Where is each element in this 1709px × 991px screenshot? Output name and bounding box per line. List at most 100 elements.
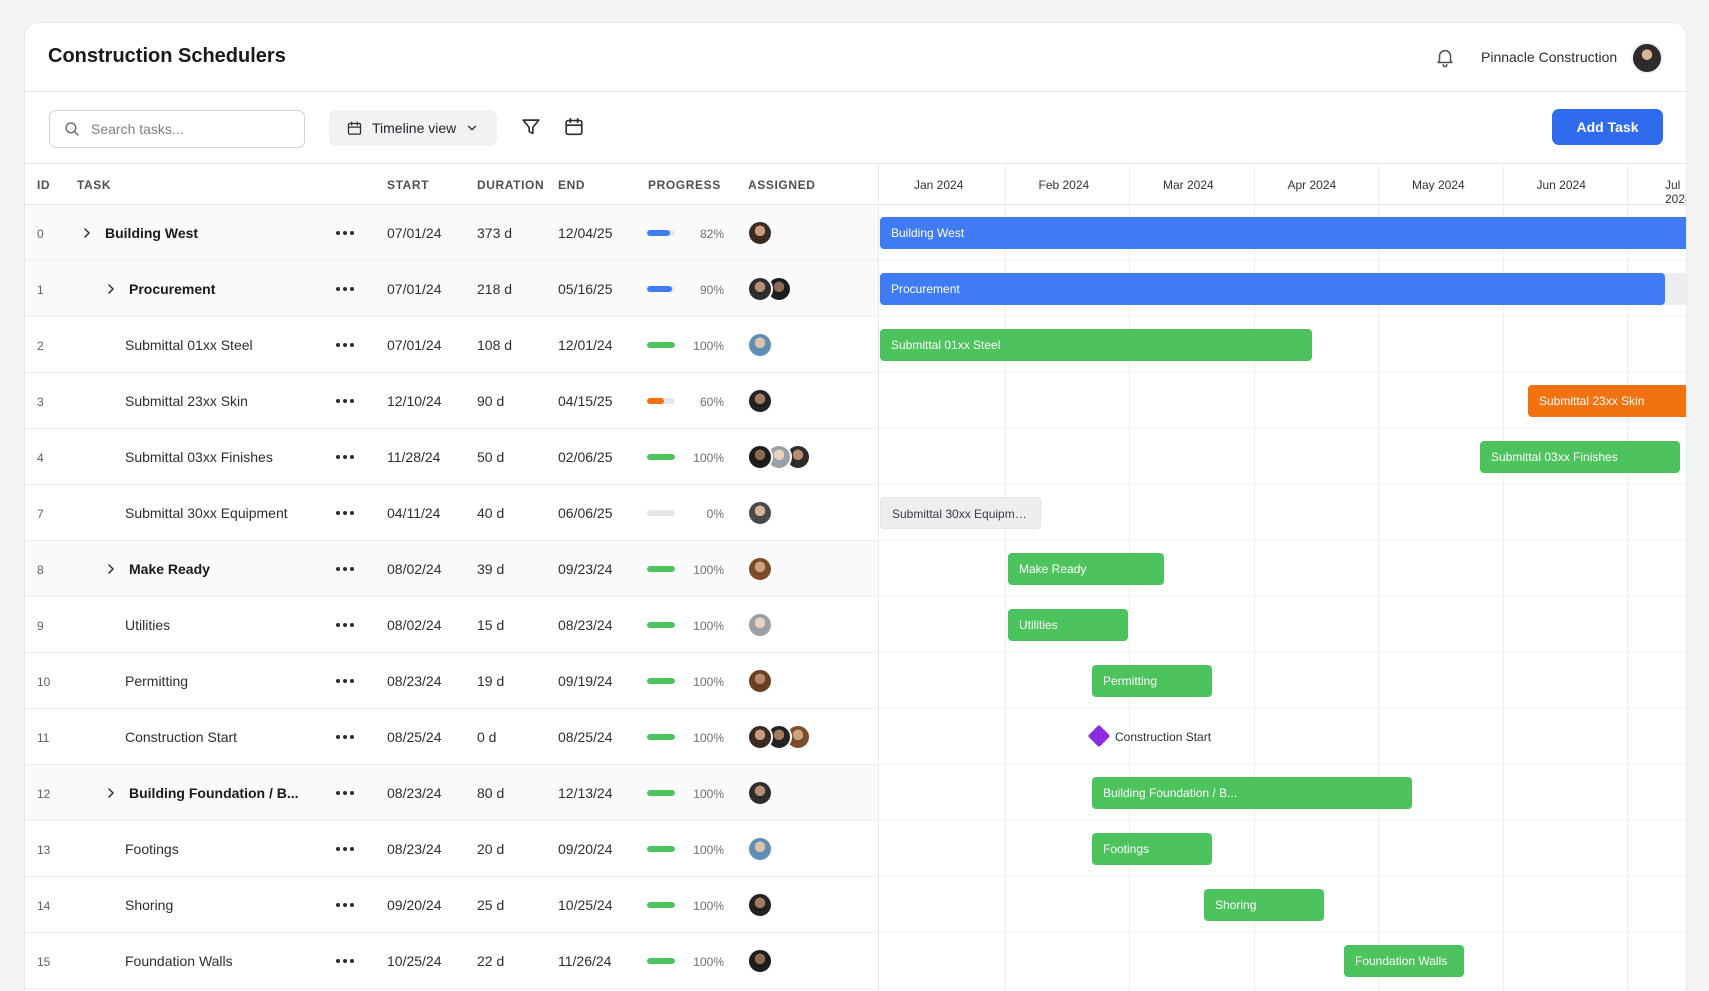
- table-row[interactable]: 9 Utilities 08/02/24 15 d 08/23/24 100%: [25, 597, 878, 653]
- avatar[interactable]: [747, 444, 773, 470]
- gantt-bar[interactable]: Make Ready: [1008, 553, 1164, 585]
- avatar[interactable]: [747, 948, 773, 974]
- table-row[interactable]: 11 Construction Start 08/25/24 0 d 08/25/24 1…: [25, 709, 878, 765]
- gantt-bar[interactable]: Permitting: [1092, 665, 1212, 697]
- table-row[interactable]: 13 Footings 08/23/24 20 d 09/20/24 100%: [25, 821, 878, 877]
- table-row[interactable]: 15 Foundation Walls 10/25/24 22 d 11/26/24 10…: [25, 933, 878, 989]
- company-name[interactable]: Pinnacle Construction: [1481, 49, 1618, 65]
- task-name[interactable]: Shoring: [125, 897, 174, 913]
- timeline-row: Submittal 23xx Skin: [880, 373, 1686, 429]
- task-name[interactable]: Construction Start: [125, 729, 238, 745]
- chevron-right-icon[interactable]: [105, 563, 117, 575]
- col-end[interactable]: END: [558, 178, 586, 192]
- table-row[interactable]: 7 Submittal 30xx Equipment 04/11/24 40 d 06/…: [25, 485, 878, 541]
- more-options-icon[interactable]: [335, 562, 355, 576]
- row-id: 2: [37, 339, 44, 353]
- task-name[interactable]: Procurement: [129, 281, 216, 297]
- more-options-icon[interactable]: [335, 338, 355, 352]
- more-options-icon[interactable]: [335, 730, 355, 744]
- more-options-icon[interactable]: [335, 394, 355, 408]
- month-gridline: [1378, 165, 1379, 991]
- avatar[interactable]: [747, 556, 773, 582]
- more-options-icon[interactable]: [335, 506, 355, 520]
- task-name[interactable]: Submittal 30xx Equipment: [125, 505, 288, 521]
- table-row[interactable]: 1 Procurement 07/01/24 218 d 05/16/25 90%: [25, 261, 878, 317]
- table-row[interactable]: 12 Building Foundation / B... 08/23/24 80 d…: [25, 765, 878, 821]
- chevron-right-icon[interactable]: [81, 227, 93, 239]
- milestone-diamond[interactable]: [1087, 724, 1111, 748]
- table-row[interactable]: 14 Shoring 09/20/24 25 d 10/25/24 100%: [25, 877, 878, 933]
- avatar[interactable]: [747, 332, 773, 358]
- table-row[interactable]: 4 Submittal 03xx Finishes 11/28/24 50 d 02/0…: [25, 429, 878, 485]
- gantt-bar[interactable]: Procurement: [880, 273, 1665, 305]
- more-options-icon[interactable]: [335, 618, 355, 632]
- avatar[interactable]: [747, 220, 773, 246]
- table-row[interactable]: 8 Make Ready 08/02/24 39 d 09/23/24 100%: [25, 541, 878, 597]
- gantt-bar[interactable]: Submittal 03xx Finishes: [1480, 441, 1680, 473]
- avatar[interactable]: [747, 388, 773, 414]
- gantt-bar[interactable]: Building West: [880, 217, 1686, 249]
- task-name[interactable]: Make Ready: [129, 561, 210, 577]
- table-row[interactable]: 3 Submittal 23xx Skin 12/10/24 90 d 04/15/25…: [25, 373, 878, 429]
- user-avatar[interactable]: [1631, 42, 1663, 74]
- task-name[interactable]: Building West: [105, 225, 199, 241]
- avatar[interactable]: [747, 836, 773, 862]
- more-options-icon[interactable]: [335, 786, 355, 800]
- task-name[interactable]: Permitting: [125, 673, 189, 689]
- bell-icon[interactable]: [1434, 46, 1456, 68]
- progress-bar: [647, 454, 675, 460]
- more-options-icon[interactable]: [335, 954, 355, 968]
- month-label: Jul 2024: [1665, 178, 1686, 206]
- more-options-icon[interactable]: [335, 226, 355, 240]
- table-row[interactable]: 2 Submittal 01xx Steel 07/01/24 108 d 12/01/…: [25, 317, 878, 373]
- task-name[interactable]: Utilities: [125, 617, 171, 633]
- task-name[interactable]: Building Foundation / B...: [129, 785, 299, 801]
- more-options-icon[interactable]: [335, 282, 355, 296]
- avatar[interactable]: [747, 276, 773, 302]
- calendar-picker-icon[interactable]: [563, 116, 585, 138]
- avatar[interactable]: [747, 724, 773, 750]
- filter-icon[interactable]: [520, 116, 542, 138]
- search-box[interactable]: [49, 110, 305, 148]
- page-title: Construction Schedulers: [48, 45, 286, 67]
- avatar[interactable]: [747, 892, 773, 918]
- search-input[interactable]: [91, 121, 304, 137]
- progress-fill: [647, 734, 675, 740]
- gantt-bar[interactable]: Submittal 23xx Skin: [1528, 385, 1686, 417]
- more-options-icon[interactable]: [335, 842, 355, 856]
- task-name[interactable]: Footings: [125, 841, 179, 857]
- task-name[interactable]: Submittal 03xx Finishes: [125, 449, 273, 465]
- table-row[interactable]: 0 Building West 07/01/24 373 d 12/04/25 82%: [25, 205, 878, 261]
- task-end: 09/19/24: [558, 673, 613, 689]
- col-assigned[interactable]: ASSIGNED: [748, 178, 816, 192]
- col-start[interactable]: START: [387, 178, 430, 192]
- gantt-bar[interactable]: Foundation Walls: [1344, 945, 1464, 977]
- more-options-icon[interactable]: [335, 450, 355, 464]
- avatar[interactable]: [747, 612, 773, 638]
- gantt-bar[interactable]: Shoring: [1204, 889, 1324, 921]
- timeline-view-dropdown[interactable]: Timeline view: [329, 110, 497, 146]
- avatar[interactable]: [747, 500, 773, 526]
- gantt-bar[interactable]: Submittal 01xx Steel: [880, 329, 1312, 361]
- more-options-icon[interactable]: [335, 898, 355, 912]
- task-name[interactable]: Foundation Walls: [125, 953, 233, 969]
- gantt-bar[interactable]: Footings: [1092, 833, 1212, 865]
- avatar[interactable]: [747, 780, 773, 806]
- chevron-right-icon[interactable]: [105, 787, 117, 799]
- chevron-right-icon[interactable]: [105, 283, 117, 295]
- col-task[interactable]: TASK: [77, 178, 112, 192]
- gantt-bar[interactable]: Building Foundation / B...: [1092, 777, 1412, 809]
- col-id[interactable]: ID: [37, 178, 51, 192]
- row-id: 1: [37, 283, 44, 297]
- gantt-bar[interactable]: Utilities: [1008, 609, 1128, 641]
- avatar[interactable]: [747, 668, 773, 694]
- add-task-button[interactable]: Add Task: [1552, 109, 1663, 145]
- table-row[interactable]: 10 Permitting 08/23/24 19 d 09/19/24 100%: [25, 653, 878, 709]
- task-name[interactable]: Submittal 23xx Skin: [125, 393, 248, 409]
- task-name[interactable]: Submittal 01xx Steel: [125, 337, 253, 353]
- more-options-icon[interactable]: [335, 674, 355, 688]
- col-progress[interactable]: PROGRESS: [648, 178, 721, 192]
- col-duration[interactable]: DURATION: [477, 178, 545, 192]
- gantt-bar[interactable]: Submittal 30xx Equipm…: [880, 497, 1041, 529]
- task-duration: 40 d: [477, 505, 505, 521]
